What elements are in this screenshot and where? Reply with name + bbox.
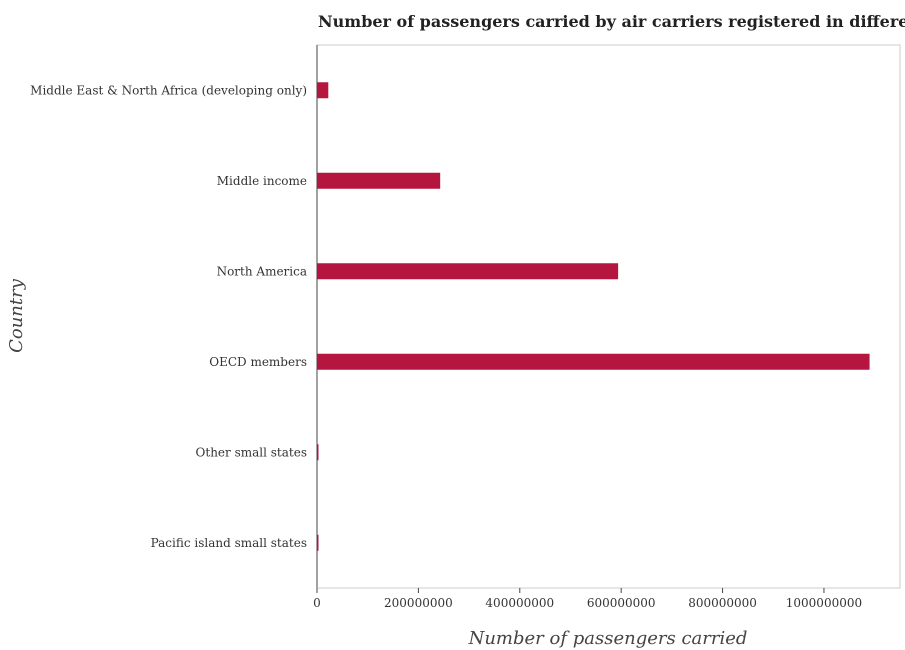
bar-0: [317, 82, 329, 99]
x-tick-label-4: 800000000: [688, 596, 757, 610]
bar-1: [317, 172, 441, 189]
x-tick-label-3: 600000000: [587, 596, 656, 610]
x-tick-label-5: 1000000000: [786, 596, 862, 610]
x-tick-labels: 0 200000000 400000000 600000000 800000000 100…: [313, 588, 862, 610]
x-axis-label: Number of passengers carried: [468, 628, 748, 649]
bar-3: [317, 353, 870, 370]
category-label-2: North America: [217, 264, 307, 278]
plot-area: [316, 44, 901, 589]
bar-5: [317, 534, 319, 551]
category-labels: Middle East & North Africa (developing o…: [30, 83, 307, 550]
x-tick-label-2: 400000000: [485, 596, 554, 610]
x-tick-label-0: 0: [313, 596, 321, 610]
bar-2: [317, 263, 619, 280]
bars-group: [317, 82, 870, 551]
bar-4: [317, 444, 319, 461]
category-label-1: Middle income: [217, 174, 307, 188]
chart-title: Number of passengers carried by air carr…: [318, 12, 905, 31]
y-axis-label: Country: [6, 278, 27, 353]
x-tick-label-1: 200000000: [384, 596, 453, 610]
category-label-0: Middle East & North Africa (developing o…: [30, 83, 307, 97]
category-label-4: Other small states: [196, 445, 307, 459]
category-label-5: Pacific island small states: [151, 536, 307, 550]
category-label-3: OECD members: [209, 355, 307, 369]
